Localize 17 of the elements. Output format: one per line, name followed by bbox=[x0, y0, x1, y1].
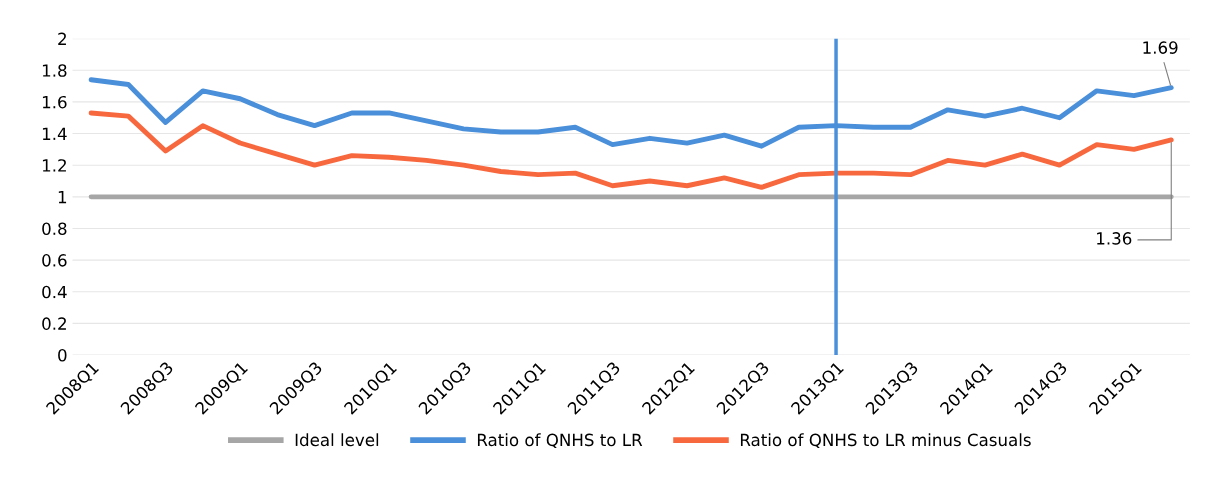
y-tick-label: 1 bbox=[58, 191, 67, 204]
y-tick-label: 0.8 bbox=[42, 222, 67, 236]
y-tick-label: 1.8 bbox=[42, 64, 67, 77]
y-tick-label: 1.2 bbox=[42, 159, 66, 172]
y-tick-label: 0.4 bbox=[42, 285, 67, 299]
data-label: 1.69 bbox=[1143, 41, 1178, 54]
y-tick-label: 2 bbox=[58, 32, 66, 45]
legend-label: Ratio of QNHS to LR bbox=[477, 433, 643, 449]
line-series bbox=[88, 110, 1174, 190]
y-tick-label: 0.6 bbox=[42, 254, 67, 267]
y-tick-label: 1.4 bbox=[42, 127, 67, 140]
y-tick-label: 0.2 bbox=[42, 317, 66, 330]
data-label: 1.36 bbox=[1097, 232, 1132, 245]
y-tick-label: 1.6 bbox=[42, 95, 67, 109]
legend-label: Ratio of QNHS to LR minus Casuals bbox=[740, 433, 1031, 449]
y-tick-label: 0 bbox=[58, 348, 67, 362]
legend-label: Ideal level bbox=[295, 433, 379, 447]
